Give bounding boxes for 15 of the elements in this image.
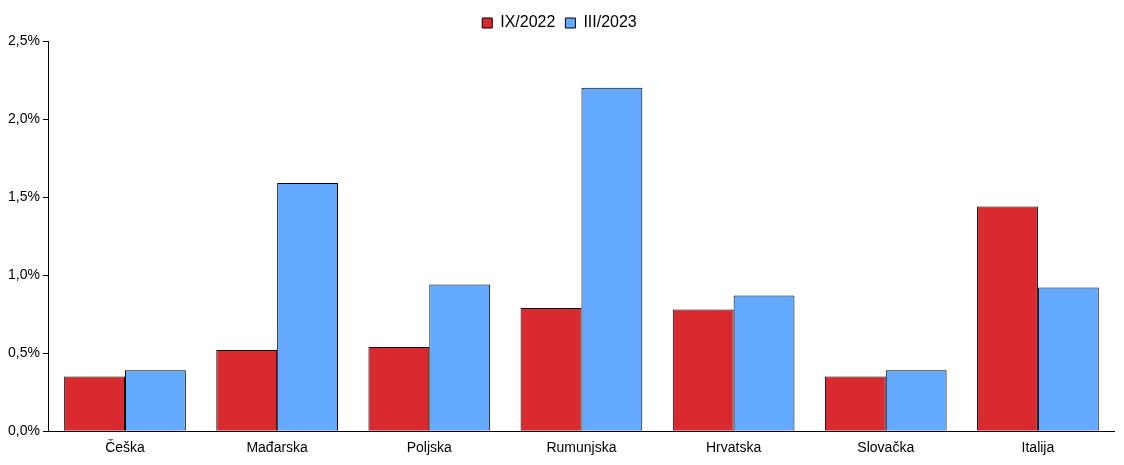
x-tick-label: Rumunjska: [546, 439, 617, 456]
x-tick-label: Slovačka: [857, 439, 915, 456]
y-tick-label: 2,0%: [7, 109, 40, 126]
x-tick-label: Hrvatska: [705, 439, 762, 456]
x-tick-label: Poljska: [406, 439, 453, 456]
legend-label: IX/2022: [500, 13, 556, 31]
y-tick-label: 2,5%: [7, 31, 40, 48]
y-tick-label: 0,0%: [7, 422, 40, 439]
x-tick-label: Mađarska: [246, 439, 309, 456]
y-tick-label: 1,5%: [7, 187, 40, 204]
y-tick-label: 1,0%: [7, 265, 40, 282]
legend-label: III/2023: [583, 13, 637, 31]
x-tick-label: Češka: [105, 439, 146, 456]
y-tick-label: 0,5%: [7, 344, 40, 361]
x-tick-label: Italija: [1021, 439, 1055, 456]
